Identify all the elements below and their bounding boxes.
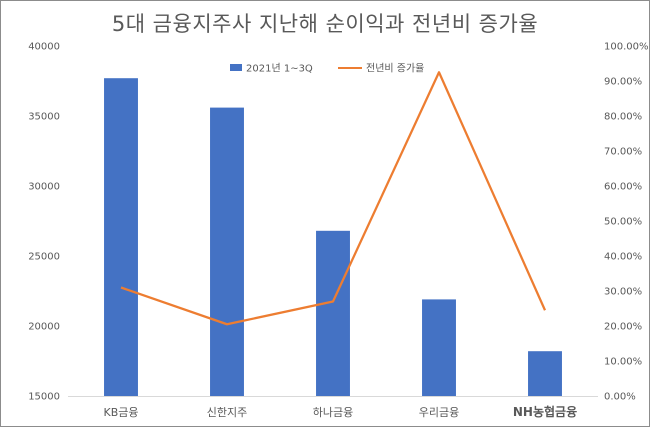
bar [528,351,562,396]
legend-label: 전년비 증가율 [366,63,424,75]
legend-label: 2021년 1~3Q [246,63,313,75]
category-label: 우리금융 [419,406,459,419]
left-tick-label: 35000 [28,112,60,123]
right-tick-label: 10.00% [604,357,642,368]
right-tick-label: 90.00% [604,77,642,88]
right-tick-label: 70.00% [604,147,642,158]
chart-title: 5대 금융지주사 지난해 순이익과 전년비 증가율 [111,12,539,36]
category-label: 하나금융 [313,405,353,419]
right-tick-label: 0.00% [604,392,636,403]
category-labels: KB금융 신한지주 하나금융 우리금융 NH농협금융 [104,404,578,419]
bar [422,299,456,396]
right-tick-label: 30.00% [604,287,642,298]
legend-swatch-bar [230,64,242,71]
right-tick-label: 50.00% [604,217,642,228]
category-label: KB금융 [104,406,139,419]
right-tick-label: 100.00% [604,42,649,53]
left-tick-label: 40000 [28,42,60,53]
left-tick-label: 30000 [28,182,60,193]
left-tick-label: 25000 [28,252,60,263]
legend: 2021년 1~3Q 전년비 증가율 [230,63,424,75]
left-tick-label: 15000 [28,392,60,403]
right-axis: 0.00% 10.00% 20.00% 30.00% 40.00% 50.00% 60.00… [604,42,649,403]
category-label: NH농협금융 [513,404,577,419]
right-tick-label: 20.00% [604,322,642,333]
bar [316,230,350,396]
right-tick-label: 80.00% [604,112,642,123]
right-tick-label: 60.00% [604,182,642,193]
right-tick-label: 40.00% [604,252,642,263]
bar [104,78,138,396]
line-series [120,71,547,326]
bar-series [104,78,562,396]
bar [210,107,244,396]
category-label: 신한지주 [207,406,247,419]
left-axis: 15000 20000 25000 30000 35000 40000 [28,42,60,403]
left-tick-label: 20000 [28,322,60,333]
